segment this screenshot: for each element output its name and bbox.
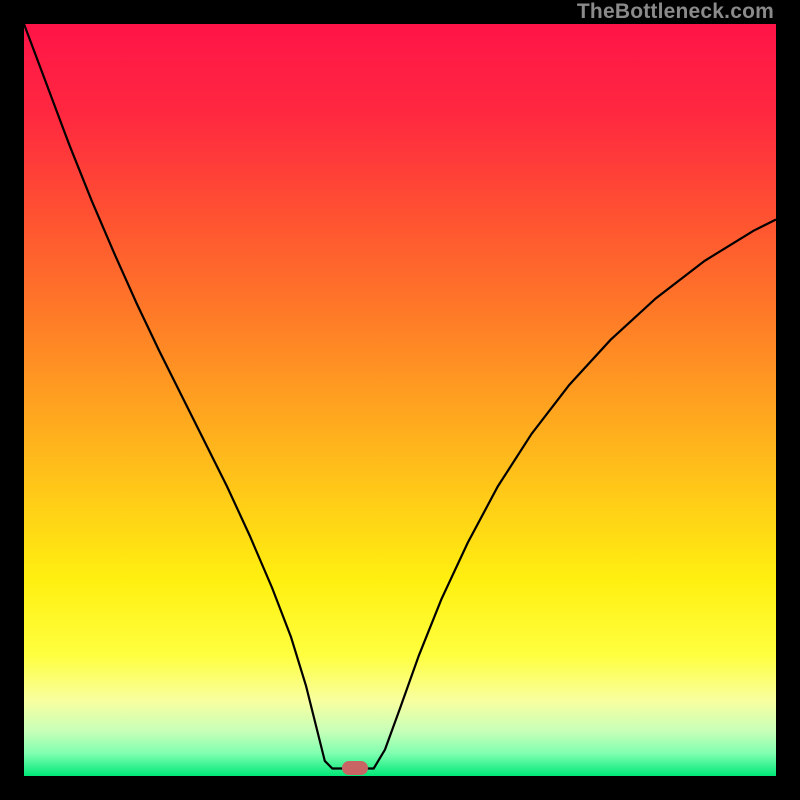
optimal-point-marker xyxy=(342,761,368,775)
chart-root: TheBottleneck.com xyxy=(0,0,800,800)
bottleneck-curve xyxy=(24,24,776,776)
plot-area xyxy=(24,24,776,776)
watermark-text: TheBottleneck.com xyxy=(577,0,774,24)
